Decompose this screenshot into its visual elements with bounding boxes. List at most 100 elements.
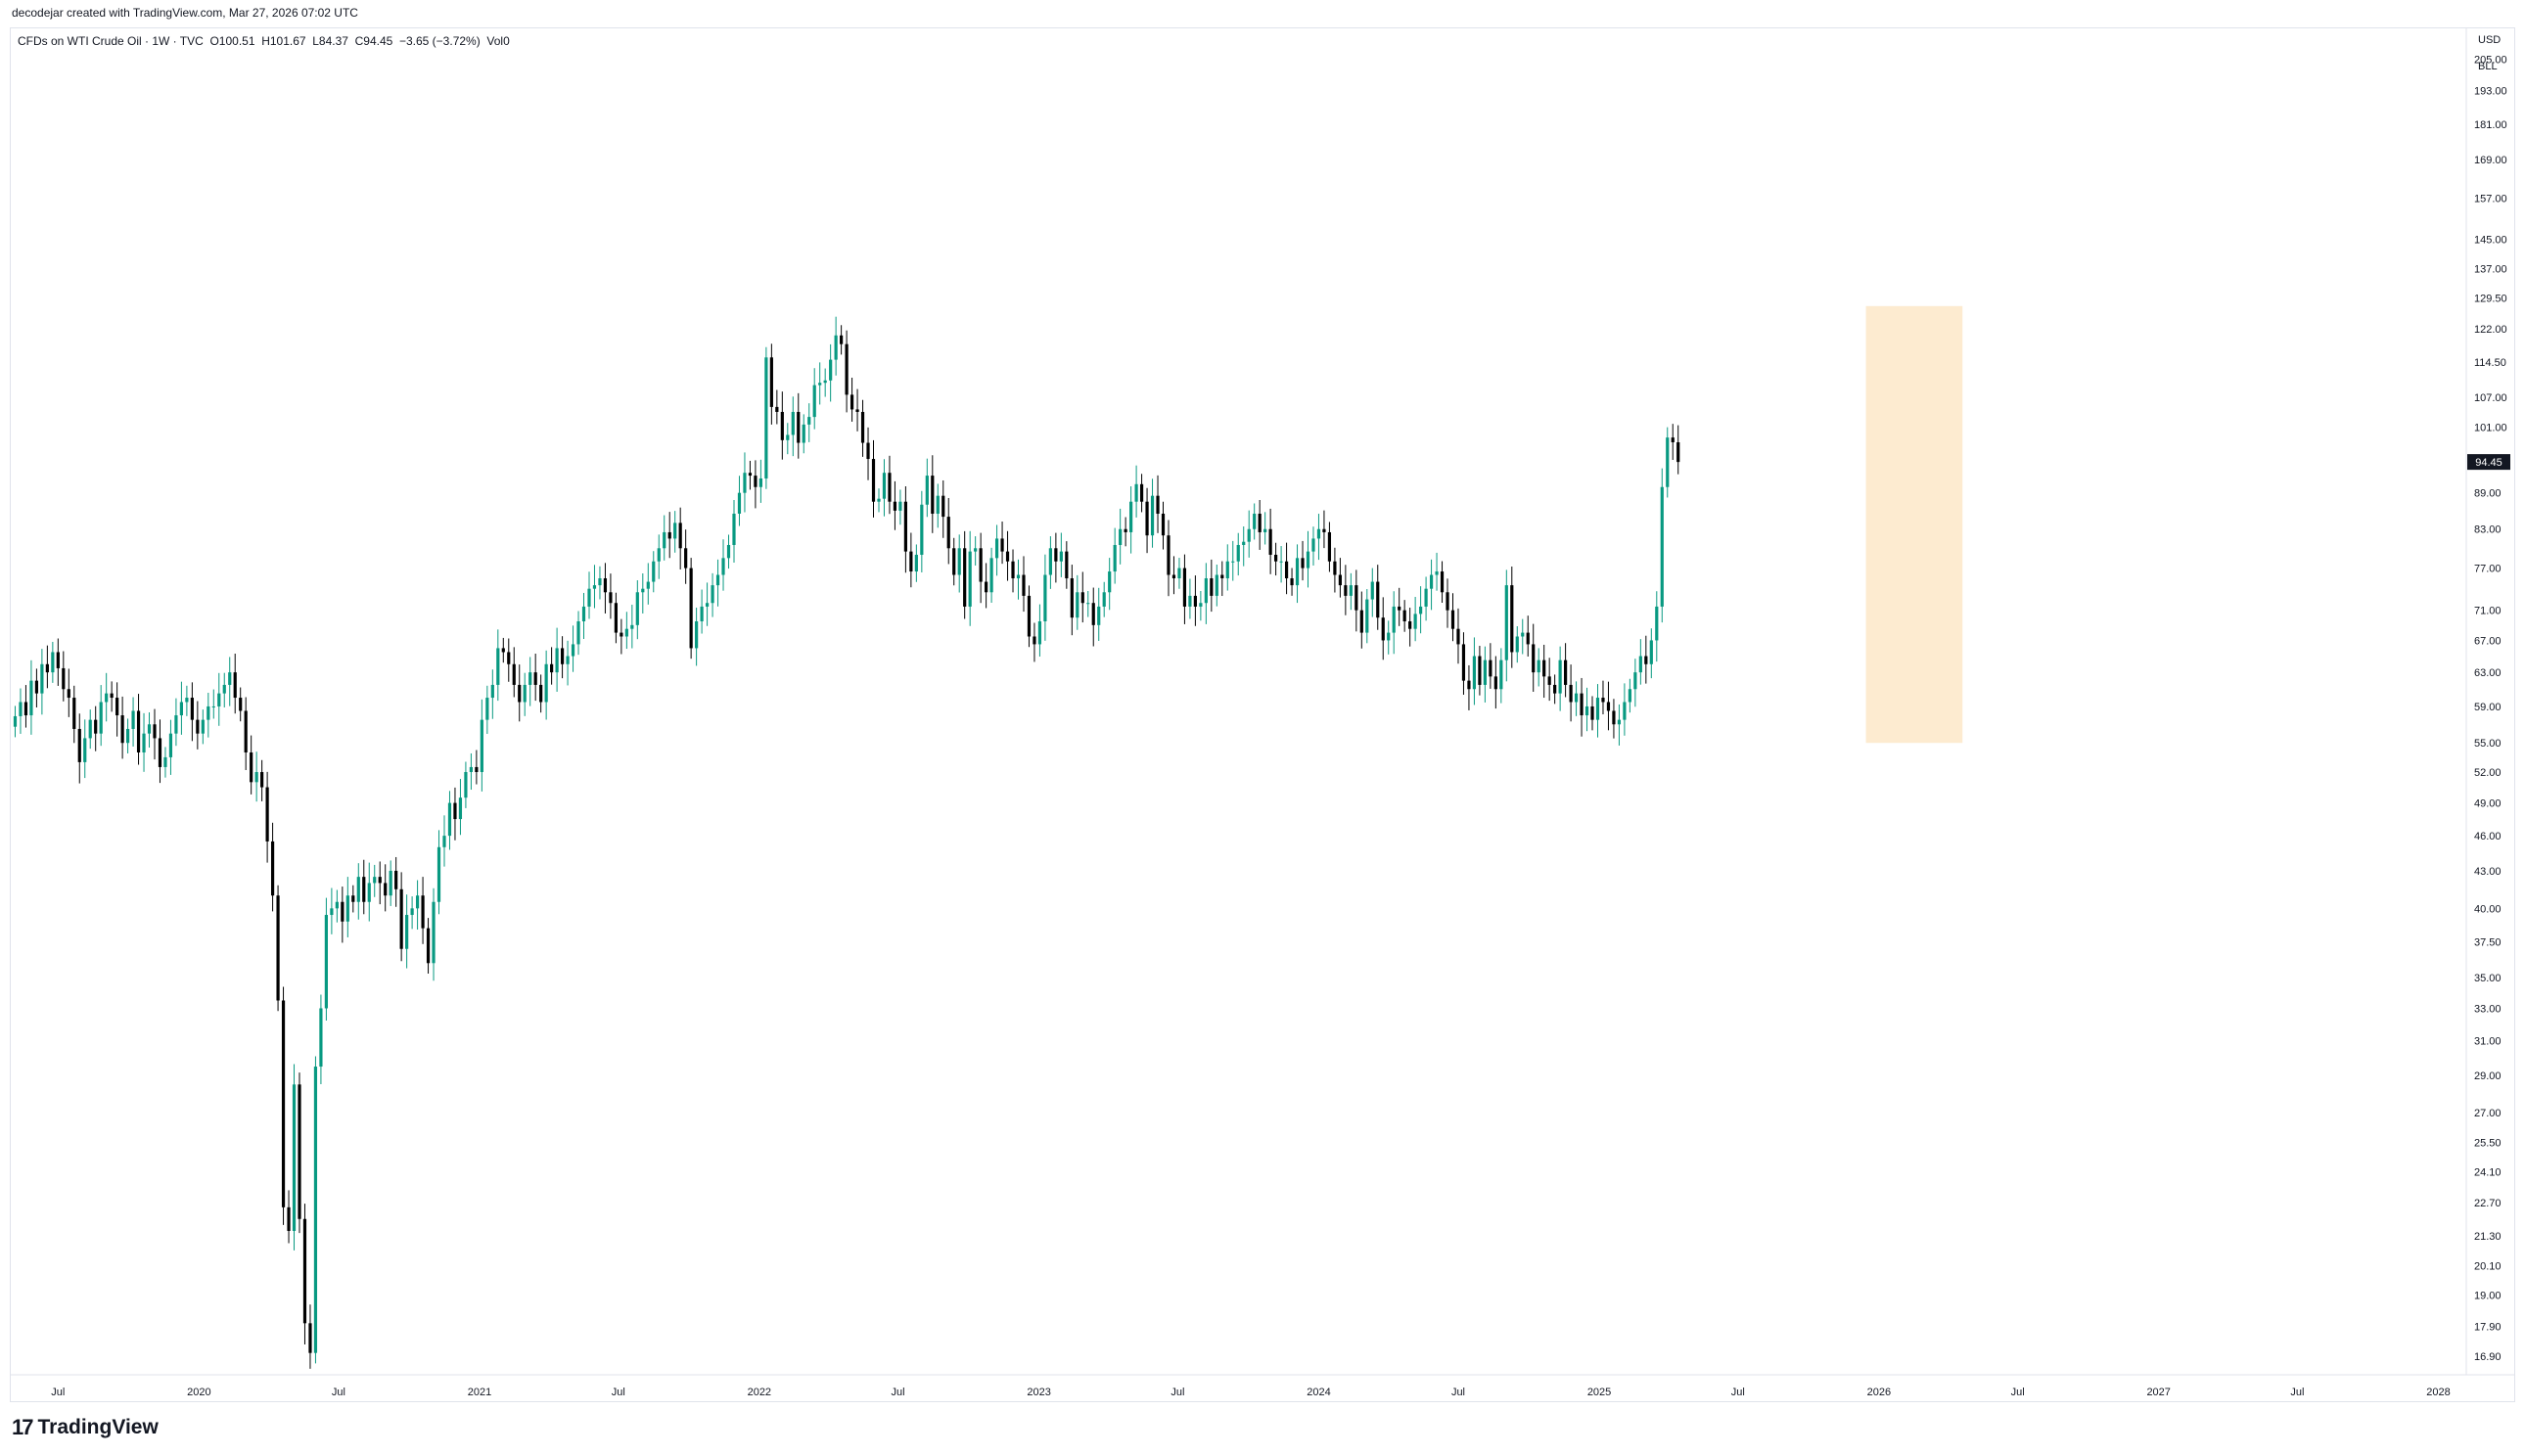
candle-body: [652, 561, 656, 582]
last-price-tag: [2467, 454, 2510, 471]
candle-body: [464, 772, 468, 798]
candle-body: [791, 411, 795, 435]
candle-body: [94, 719, 98, 734]
candle-body: [544, 663, 548, 703]
candlestick-chart[interactable]: 205.00 193.00 181.00 169.00 157.00 145.00 137.…: [0, 0, 2525, 1409]
y-tick-label: 89.00: [2474, 488, 2502, 500]
candle-body: [1547, 676, 1551, 685]
candle-body: [250, 751, 253, 783]
candle-body: [168, 733, 173, 757]
candle-body: [1290, 578, 1294, 586]
candle-body: [136, 710, 141, 752]
candle-body: [994, 538, 999, 559]
x-tick-label: Jul: [2290, 1387, 2304, 1398]
candle-body: [110, 693, 114, 699]
candle-body: [1108, 571, 1112, 593]
candle-body: [453, 802, 457, 820]
y-tick-label: 181.00: [2474, 119, 2507, 131]
candle-body: [341, 901, 344, 922]
x-tick-label: 2023: [1027, 1387, 1050, 1398]
candle-body: [786, 434, 790, 440]
candle-body: [909, 551, 913, 572]
x-tick-label: 2027: [2146, 1387, 2170, 1398]
tradingview-logo-icon: 17: [12, 1415, 34, 1439]
candle-body: [1493, 676, 1497, 690]
candle-body: [1199, 603, 1203, 607]
candle-body: [1510, 585, 1514, 653]
candle-body: [587, 588, 591, 607]
candle-body: [222, 684, 226, 694]
candle-body: [1306, 551, 1310, 569]
candle-body: [142, 733, 146, 752]
candle-body: [657, 548, 661, 562]
candle-body: [1537, 660, 1540, 673]
y-tick-label: 63.00: [2474, 667, 2502, 679]
candle-body: [1150, 495, 1155, 536]
candle-body: [1542, 660, 1546, 677]
candle-body: [1177, 568, 1181, 579]
candle-body: [630, 624, 634, 629]
candle-body: [147, 724, 152, 734]
candle-body: [265, 787, 269, 842]
candle-body: [426, 928, 431, 964]
legend-volume: Vol0: [486, 34, 510, 48]
candle-body: [1590, 705, 1594, 720]
last-price-label: 94.45: [2475, 457, 2502, 469]
y-tick-label: 40.00: [2474, 903, 2502, 915]
candle-body: [1365, 599, 1369, 633]
y-tick-label: 101.00: [2474, 423, 2507, 434]
candle-body: [302, 1218, 307, 1324]
candle-body: [1424, 588, 1428, 607]
candle-body: [1091, 603, 1095, 625]
candle-body: [1027, 595, 1032, 637]
y-tick-label: 46.00: [2474, 831, 2502, 842]
candle-body: [228, 672, 232, 685]
chart-frame[interactable]: [10, 27, 2515, 1402]
candle-body: [1446, 592, 1449, 611]
currency-label[interactable]: USD: [2478, 34, 2502, 46]
candle-body: [614, 603, 618, 633]
candle-body: [920, 504, 924, 555]
candle-body: [501, 648, 505, 653]
candle-body: [1472, 656, 1477, 690]
y-tick-label: 20.10: [2474, 1261, 2502, 1273]
candle-body: [1633, 672, 1637, 690]
tradingview-logo[interactable]: 17 TradingView: [12, 1415, 159, 1440]
candle-body: [1059, 551, 1063, 562]
candle-body: [442, 836, 446, 847]
candle-body: [769, 357, 773, 407]
candle-body: [1628, 689, 1631, 703]
candle-body: [1461, 644, 1466, 681]
unit-label[interactable]: BLL: [2478, 61, 2498, 72]
candle-body: [1139, 483, 1144, 502]
y-tick-label: 55.00: [2474, 738, 2502, 750]
candle-body: [673, 523, 677, 539]
candle-body: [598, 578, 602, 586]
y-tick-label: 52.00: [2474, 767, 2502, 779]
candle-body: [158, 738, 162, 767]
candle-body: [1564, 660, 1568, 685]
candle-body: [523, 684, 527, 703]
y-tick-label: 17.90: [2474, 1321, 2502, 1333]
candle-body: [711, 585, 714, 604]
candle-body: [571, 644, 575, 657]
candle-body: [620, 632, 623, 637]
candle-body: [1413, 614, 1417, 629]
candle-body: [345, 895, 349, 922]
candle-body: [1156, 495, 1160, 514]
candle-body: [1274, 554, 1278, 562]
candle-body: [797, 411, 801, 443]
candle-body: [1268, 528, 1272, 555]
candle-body: [898, 501, 902, 511]
candle-body: [871, 459, 876, 502]
candle-body: [957, 548, 961, 575]
y-tick-label: 27.00: [2474, 1108, 2502, 1119]
candle-body: [51, 652, 55, 673]
y-tick-label: 59.00: [2474, 702, 2502, 713]
candle-body: [1376, 581, 1380, 618]
candle-body: [866, 442, 870, 460]
candle-body: [1338, 574, 1342, 586]
candle-body: [469, 766, 474, 773]
candle-body: [447, 802, 452, 837]
candle-body: [436, 846, 441, 902]
